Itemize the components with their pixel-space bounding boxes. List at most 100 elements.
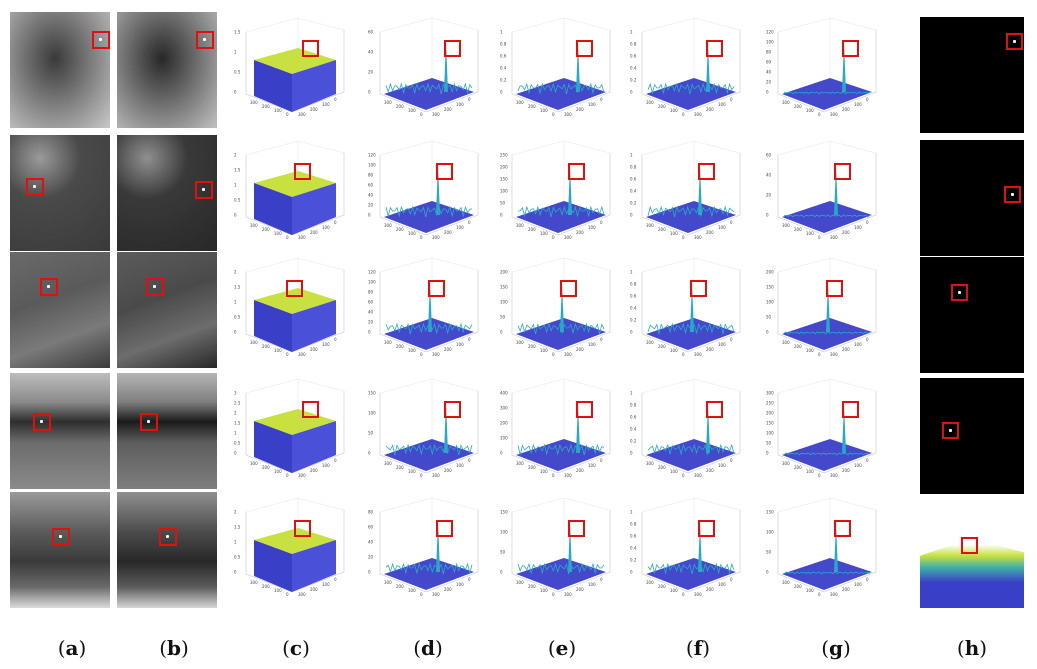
y-tick-label: 100 (456, 225, 464, 230)
target-marker-box (576, 40, 593, 57)
z-tick-label: 0 (766, 451, 769, 456)
z-tick-label: 0.6 (630, 534, 637, 539)
x-tick-label: 100 (670, 231, 678, 236)
axis-frame (511, 510, 611, 593)
x-tick-label: 300 (782, 580, 790, 585)
target-marker-box (1006, 33, 1023, 50)
z-tick-label: 60 (368, 183, 374, 188)
z-tick-label: 100 (766, 431, 774, 436)
y-tick-label: 300 (830, 592, 838, 597)
z-tick-label: 1 (630, 153, 633, 158)
axis-frame (777, 270, 877, 353)
target-marker-box (436, 520, 453, 537)
target-point (166, 535, 169, 538)
y-tick-label: 300 (432, 112, 440, 117)
y-tick-label: 300 (694, 352, 702, 357)
z-tick-label: 0 (368, 570, 371, 575)
x-tick-label: 200 (528, 104, 536, 109)
noise-ridge (385, 205, 473, 218)
y-tick-label: 200 (310, 587, 318, 592)
x-tick-label: 0 (286, 592, 289, 597)
y-tick-label: 100 (456, 463, 464, 468)
plot-f: 1 0.8 0.6 0.4 0.2 0 300 200 100 0 300 200 100 0 (628, 135, 748, 251)
z-tick-label: 1 (630, 30, 633, 35)
surface-plot: 1.5 1 0.5 0 300 200 100 0 300 200 100 0 (234, 17, 345, 117)
z-tick-label: 20 (368, 203, 374, 208)
target-marker-box (428, 280, 445, 297)
z-tick-label: 0 (368, 213, 371, 218)
x-tick-label: 100 (274, 231, 282, 236)
y-tick-label: 300 (564, 473, 572, 478)
noise-ridge (385, 443, 473, 456)
target-marker-box (40, 278, 58, 296)
noise-ridge (783, 452, 870, 456)
x-tick-label: 300 (250, 461, 258, 466)
z-tick-label: 1 (234, 50, 237, 55)
x-tick-label: 100 (806, 108, 814, 113)
surface-plot: 2 1.5 1 0.5 0 300 200 100 0 300 200 100 0 (234, 257, 345, 357)
y-tick-label: 0 (468, 458, 471, 463)
y-tick-label: 200 (310, 107, 318, 112)
z-tick-label: 100 (766, 300, 774, 305)
target-peak (568, 165, 572, 215)
y-tick-label: 200 (444, 230, 452, 235)
axis-back-edge (297, 378, 345, 392)
x-tick-label: 0 (286, 352, 289, 357)
surface-plot: 300 250 200 150 100 50 0 300 200 100 0 300 200 100 0 (766, 378, 877, 478)
plot-f: 1 0.8 0.6 0.4 0.2 0 300 200 100 0 300 200 100 0 (628, 252, 748, 368)
target-peak (706, 42, 710, 92)
x-tick-label: 300 (516, 100, 524, 105)
target-peak (826, 282, 830, 332)
axis-back-edge (563, 140, 611, 154)
y-tick-label: 100 (588, 582, 596, 587)
y-tick-label: 100 (456, 102, 464, 107)
axis-back-edge (297, 257, 345, 271)
surface-plot: 200 150 100 50 0 300 200 100 0 300 200 100 0 (766, 257, 877, 357)
z-tick-label: 50 (766, 550, 772, 555)
y-tick-label: 100 (718, 102, 726, 107)
target-point (40, 420, 43, 423)
x-tick-label: 100 (408, 469, 416, 474)
axis-back-edge (511, 140, 565, 156)
axis-back-edge (563, 257, 611, 271)
axis-back-edge (693, 140, 741, 154)
plot-g: 300 250 200 150 100 50 0 300 200 100 0 300 200 100 0 (764, 373, 884, 489)
z-tick-label: 50 (766, 441, 772, 446)
axis-back-edge (777, 257, 831, 273)
axis-back-edge (379, 257, 433, 273)
z-tick-label: 20 (368, 320, 374, 325)
noise-ridge (517, 205, 605, 218)
y-tick-label: 0 (334, 337, 337, 342)
y-tick-label: 200 (576, 587, 584, 592)
z-tick-label: 0.2 (500, 78, 507, 83)
plot-e: 250 200 150 100 50 0 300 200 100 0 300 200 100 0 (498, 135, 618, 251)
axis-frame (511, 153, 611, 236)
y-tick-label: 300 (830, 473, 838, 478)
axis-back-edge (245, 257, 299, 273)
x-tick-label: 300 (782, 340, 790, 345)
target-marker-box (842, 401, 859, 418)
z-tick-label: 0.5 (234, 555, 241, 560)
z-tick-label: 0.4 (500, 66, 507, 71)
surface-plot: 400 300 200 100 0 300 200 100 0 300 200 100 0 (500, 378, 611, 478)
y-tick-label: 0 (468, 97, 471, 102)
x-tick-label: 200 (396, 344, 404, 349)
z-tick-label: 50 (500, 550, 506, 555)
surface-plot: 3 2.5 2 1.5 1 0.5 0 300 200 100 0 300 200 100 0 (234, 378, 345, 478)
z-tick-label: 200 (766, 270, 774, 275)
x-tick-label: 100 (670, 108, 678, 113)
target-point (958, 291, 961, 294)
surface-floor (782, 78, 872, 110)
z-tick-label: 60 (368, 300, 374, 305)
x-tick-label: 200 (262, 465, 270, 470)
target-peak (576, 403, 580, 453)
target-marker-box (834, 163, 851, 180)
target-point (949, 429, 952, 432)
y-tick-label: 300 (298, 112, 306, 117)
y-tick-label: 300 (830, 235, 838, 240)
x-tick-label: 0 (818, 473, 821, 478)
z-tick-label: 0.4 (630, 306, 637, 311)
